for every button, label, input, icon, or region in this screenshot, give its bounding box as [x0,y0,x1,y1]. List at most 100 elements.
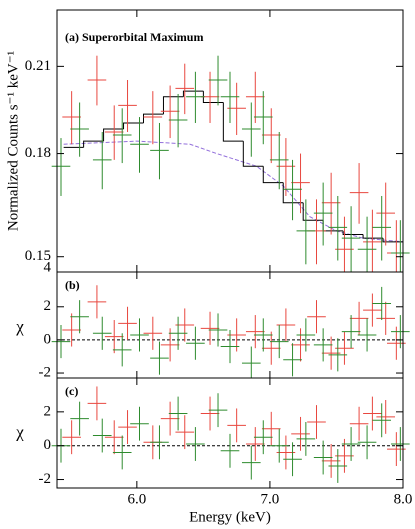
data-point [143,316,163,350]
data-point [283,442,302,477]
data-point [118,410,137,444]
data-point [200,311,220,345]
data-point [104,320,124,354]
y-tick-label: 0 [44,437,52,453]
data-point [269,131,289,190]
data-point [245,71,265,123]
data-point [186,427,205,461]
y-tick-label: -2 [39,471,52,487]
data-point [372,403,392,438]
model-step [222,102,244,142]
data-point [341,427,361,461]
data-point [291,328,310,362]
data-point [51,325,71,359]
data-point [112,108,132,164]
data-point [296,422,316,456]
model-step [162,96,184,115]
data-point [307,300,326,334]
data-point [328,449,348,483]
data-point [220,329,240,364]
data-point [349,301,369,335]
data-point [296,199,316,265]
data-point [104,420,124,455]
data-point [357,216,377,272]
data-point [168,93,188,148]
x-tick-label: 6.0 [127,491,146,507]
y-tick-label: 2 [44,403,52,419]
data-point [150,122,169,180]
model-step [143,113,164,123]
data-point [328,338,348,372]
data-point [341,206,361,272]
data-point [291,416,310,451]
model-step [103,128,124,142]
x-axis-label: Energy (keV) [189,509,271,525]
data-point [208,55,228,106]
data-point [175,63,195,115]
model-step [242,141,264,167]
data-point [328,195,348,261]
data-point [357,425,377,460]
data-point [296,318,316,352]
data-point [253,318,273,352]
model-step [362,234,384,239]
data-point [349,163,369,224]
model-step [182,90,204,97]
data-point [372,195,392,261]
data-point [87,285,107,319]
data-point [261,331,281,365]
data-point [143,91,163,145]
data-point [283,343,302,377]
panel-label: (c) [65,384,78,398]
panel-frame [56,377,404,489]
data-point [291,153,310,214]
data-point [62,313,81,347]
data-point [87,386,107,421]
y-axis-label: χ [15,423,24,442]
data-point [363,396,382,431]
data-point [391,315,410,349]
data-point [341,315,361,349]
data-point [376,400,396,434]
data-point [269,325,289,359]
data-point [241,102,261,157]
data-point [376,301,396,335]
model-step [262,166,284,184]
model-step [202,91,224,104]
data-point [175,415,195,450]
data-point [200,396,220,431]
y-axis-label: Normalized Counts s⁻¹ keV⁻¹ [5,51,21,231]
data-point [130,318,149,352]
x-tick-label: 8.0 [394,491,413,507]
data-point [92,131,112,190]
data-point [241,445,261,480]
data-point [160,85,180,139]
data-point [112,333,132,367]
data-point [283,159,302,221]
data-point [261,411,281,446]
data-point [245,427,265,461]
data-point [357,318,377,352]
y-tick-label: 0.18 [25,145,51,161]
data-point [118,306,137,340]
data-point [372,286,392,321]
data-point [220,71,240,123]
data-point [118,79,137,132]
x-tick-label: 7.0 [261,491,280,507]
data-point [104,105,124,160]
data-point [130,117,149,173]
data-point [227,408,246,443]
data-point [160,401,180,436]
data-point [376,182,396,246]
y-tick-label: 0.21 [25,58,51,74]
data-point [363,293,382,327]
model-step [342,230,364,236]
data-point [112,435,132,470]
data-point [391,220,410,272]
data-point [87,55,107,106]
data-point [168,316,188,350]
data-point [313,440,333,475]
data-point [160,328,180,362]
data-point [391,427,410,461]
